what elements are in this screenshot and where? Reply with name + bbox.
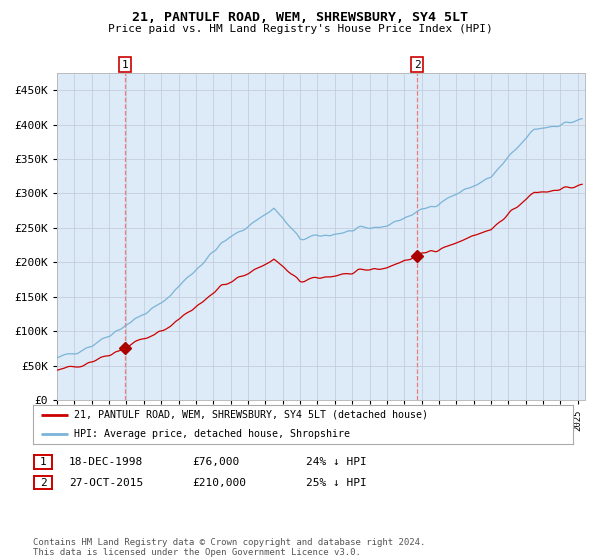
- Text: £210,000: £210,000: [192, 478, 246, 488]
- Text: Contains HM Land Registry data © Crown copyright and database right 2024.
This d: Contains HM Land Registry data © Crown c…: [33, 538, 425, 557]
- Text: Price paid vs. HM Land Registry's House Price Index (HPI): Price paid vs. HM Land Registry's House …: [107, 24, 493, 34]
- Text: 2: 2: [40, 478, 47, 488]
- Text: 21, PANTULF ROAD, WEM, SHREWSBURY, SY4 5LT: 21, PANTULF ROAD, WEM, SHREWSBURY, SY4 5…: [132, 11, 468, 24]
- Text: 27-OCT-2015: 27-OCT-2015: [69, 478, 143, 488]
- Text: 2: 2: [414, 59, 421, 69]
- Text: 21, PANTULF ROAD, WEM, SHREWSBURY, SY4 5LT (detached house): 21, PANTULF ROAD, WEM, SHREWSBURY, SY4 5…: [74, 410, 427, 420]
- Text: 1: 1: [40, 457, 47, 467]
- Text: HPI: Average price, detached house, Shropshire: HPI: Average price, detached house, Shro…: [74, 429, 349, 439]
- Text: 24% ↓ HPI: 24% ↓ HPI: [306, 457, 367, 467]
- Text: 25% ↓ HPI: 25% ↓ HPI: [306, 478, 367, 488]
- Text: 18-DEC-1998: 18-DEC-1998: [69, 457, 143, 467]
- Text: 1: 1: [122, 59, 128, 69]
- Text: £76,000: £76,000: [192, 457, 239, 467]
